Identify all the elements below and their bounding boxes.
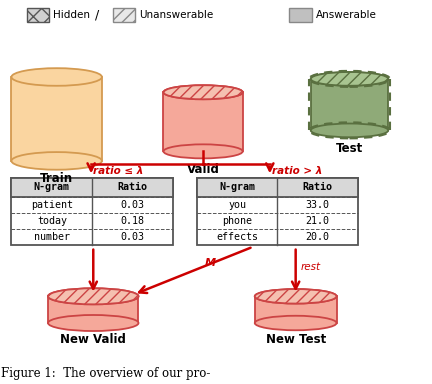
Ellipse shape bbox=[12, 152, 102, 170]
Bar bbox=[289, 8, 311, 22]
Text: 21.0: 21.0 bbox=[306, 216, 330, 226]
Text: phone: phone bbox=[222, 216, 252, 226]
Ellipse shape bbox=[163, 85, 243, 99]
Text: Unanswerable: Unanswerable bbox=[140, 10, 213, 20]
Text: New Test: New Test bbox=[266, 333, 326, 346]
Text: /: / bbox=[95, 9, 100, 22]
Bar bbox=[197, 178, 358, 245]
Text: 33.0: 33.0 bbox=[306, 200, 330, 210]
Text: Train: Train bbox=[40, 172, 73, 185]
Text: Valid: Valid bbox=[187, 163, 219, 176]
Text: effects: effects bbox=[216, 232, 258, 242]
Text: 0.03: 0.03 bbox=[121, 232, 145, 242]
Polygon shape bbox=[163, 92, 243, 151]
Text: Ratio: Ratio bbox=[118, 182, 148, 192]
Polygon shape bbox=[12, 77, 102, 161]
Text: Figure 1:  The overview of our pro-: Figure 1: The overview of our pro- bbox=[1, 367, 210, 380]
Ellipse shape bbox=[163, 144, 243, 158]
Bar bbox=[113, 8, 135, 22]
Text: 0.03: 0.03 bbox=[121, 200, 145, 210]
Text: rest: rest bbox=[301, 262, 321, 272]
Text: ratio ≤ λ: ratio ≤ λ bbox=[93, 166, 144, 176]
Text: number: number bbox=[34, 232, 70, 242]
Bar bbox=[26, 8, 49, 22]
Ellipse shape bbox=[48, 288, 139, 304]
Text: patient: patient bbox=[31, 200, 73, 210]
Ellipse shape bbox=[48, 315, 139, 331]
Text: N-gram: N-gram bbox=[34, 182, 70, 192]
Polygon shape bbox=[48, 296, 139, 323]
Ellipse shape bbox=[311, 72, 388, 86]
Bar bbox=[12, 178, 173, 197]
Text: 20.0: 20.0 bbox=[306, 232, 330, 242]
Text: today: today bbox=[37, 216, 67, 226]
Bar bbox=[12, 178, 173, 245]
Ellipse shape bbox=[311, 124, 388, 137]
Ellipse shape bbox=[163, 85, 243, 99]
Ellipse shape bbox=[311, 72, 388, 86]
Text: Ratio: Ratio bbox=[303, 182, 333, 192]
Ellipse shape bbox=[255, 316, 337, 330]
Ellipse shape bbox=[255, 289, 337, 304]
Bar bbox=[197, 178, 358, 197]
Text: ratio > λ: ratio > λ bbox=[272, 166, 322, 176]
Ellipse shape bbox=[255, 289, 337, 304]
Polygon shape bbox=[255, 296, 337, 323]
Ellipse shape bbox=[48, 288, 139, 304]
Ellipse shape bbox=[12, 68, 102, 86]
Text: M: M bbox=[205, 258, 216, 268]
Text: Test: Test bbox=[336, 142, 363, 155]
Text: New Valid: New Valid bbox=[60, 333, 126, 346]
Text: Hidden: Hidden bbox=[53, 10, 90, 20]
Text: 0.18: 0.18 bbox=[121, 216, 145, 226]
Text: you: you bbox=[228, 200, 246, 210]
Text: Answerable: Answerable bbox=[316, 10, 377, 20]
Text: N-gram: N-gram bbox=[219, 182, 255, 192]
Polygon shape bbox=[311, 79, 388, 131]
